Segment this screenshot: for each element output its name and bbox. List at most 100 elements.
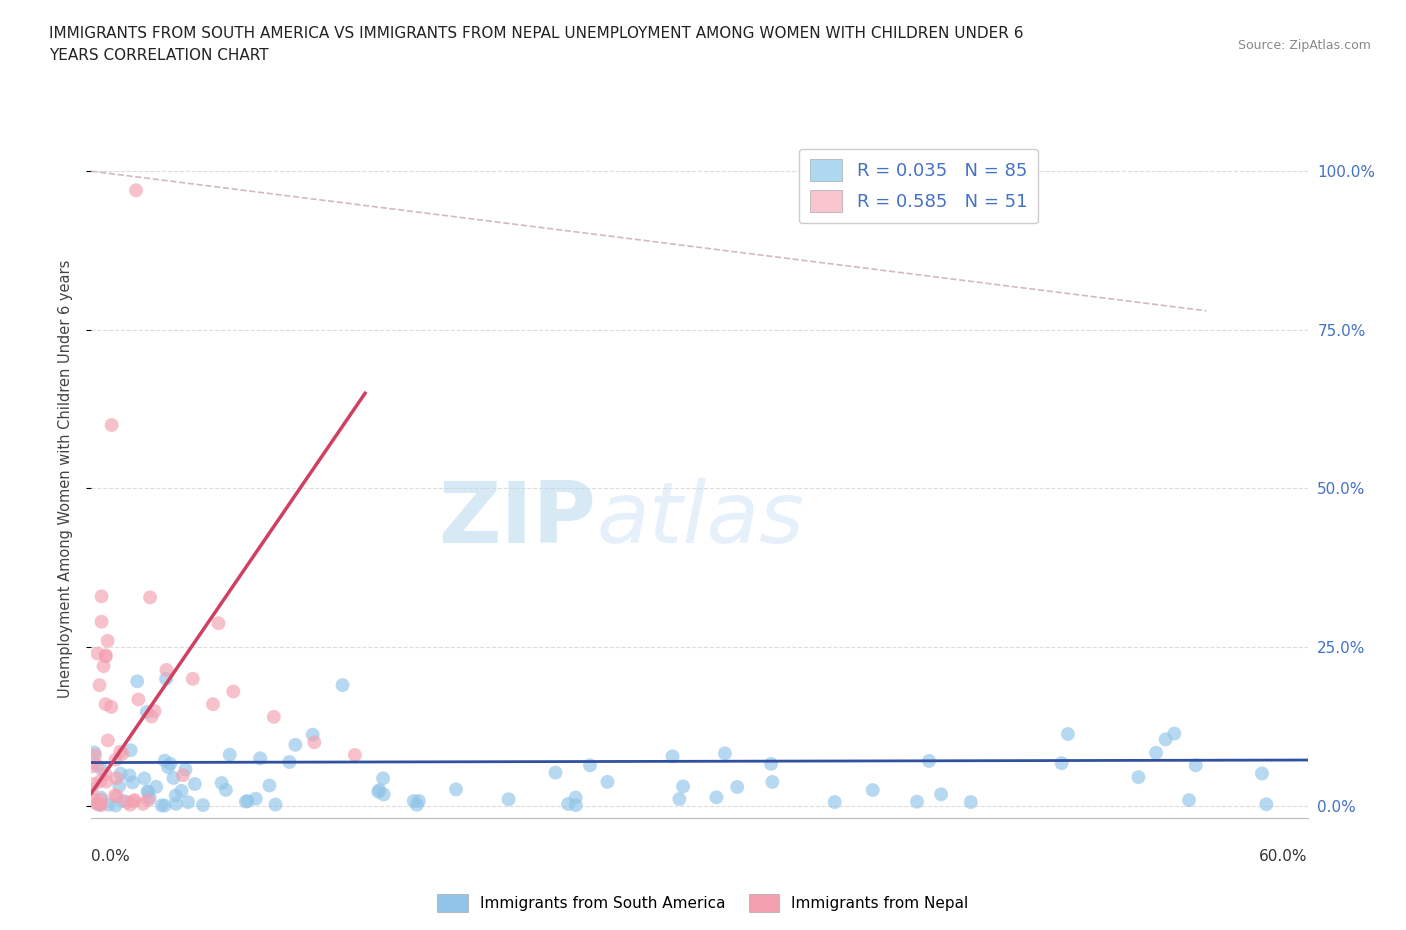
Point — [557, 797, 579, 812]
Point — [1178, 792, 1201, 807]
Point — [406, 797, 429, 812]
Point — [162, 771, 184, 786]
Point — [249, 751, 271, 765]
Point — [108, 778, 131, 793]
Point — [108, 744, 131, 759]
Point — [84, 796, 107, 811]
Point — [84, 748, 107, 763]
Point — [301, 727, 323, 742]
Point — [1184, 758, 1206, 773]
Point — [94, 697, 117, 711]
Point — [153, 798, 176, 813]
Point — [202, 697, 225, 711]
Point — [565, 798, 588, 813]
Point — [139, 590, 162, 604]
Y-axis label: Unemployment Among Women with Children Under 6 years: Unemployment Among Women with Children U… — [58, 259, 73, 698]
Point — [89, 797, 111, 812]
Point — [105, 771, 128, 786]
Point — [165, 788, 187, 803]
Point — [80, 759, 103, 774]
Point — [84, 792, 107, 807]
Point — [172, 767, 194, 782]
Point — [145, 779, 167, 794]
Point — [259, 778, 281, 793]
Point — [94, 648, 117, 663]
Point — [89, 678, 111, 693]
Point — [94, 649, 117, 664]
Point — [235, 794, 257, 809]
Point — [408, 793, 430, 808]
Point — [127, 692, 149, 707]
Point — [97, 633, 120, 648]
Point — [124, 792, 146, 807]
Point — [759, 756, 782, 771]
Point — [596, 775, 619, 790]
Point — [122, 794, 145, 809]
Text: 60.0%: 60.0% — [1260, 849, 1308, 864]
Point — [184, 777, 207, 791]
Point — [1251, 766, 1274, 781]
Point — [368, 783, 391, 798]
Point — [367, 784, 389, 799]
Point — [100, 418, 122, 432]
Point — [498, 791, 520, 806]
Point — [90, 790, 112, 805]
Text: Source: ZipAtlas.com: Source: ZipAtlas.com — [1237, 39, 1371, 52]
Text: 0.0%: 0.0% — [91, 849, 131, 864]
Point — [141, 709, 163, 724]
Point — [80, 782, 103, 797]
Point — [94, 766, 117, 781]
Point — [929, 787, 952, 802]
Point — [245, 791, 267, 806]
Point — [1050, 756, 1073, 771]
Point — [222, 684, 245, 699]
Point — [121, 775, 143, 790]
Point — [263, 710, 285, 724]
Point — [136, 784, 159, 799]
Point — [1154, 732, 1177, 747]
Point — [215, 782, 238, 797]
Point — [661, 749, 683, 764]
Point — [111, 746, 134, 761]
Point — [135, 705, 157, 720]
Point — [93, 658, 115, 673]
Point — [371, 771, 394, 786]
Point — [706, 790, 728, 804]
Point — [402, 793, 425, 808]
Point — [862, 783, 884, 798]
Point — [264, 797, 287, 812]
Point — [714, 746, 737, 761]
Point — [170, 783, 193, 798]
Point — [97, 797, 120, 812]
Point — [90, 798, 112, 813]
Point — [1057, 726, 1080, 741]
Point — [104, 788, 127, 803]
Point — [1128, 770, 1150, 785]
Point — [118, 768, 141, 783]
Point — [444, 782, 467, 797]
Text: ZIP: ZIP — [439, 478, 596, 561]
Point — [89, 774, 111, 789]
Point — [959, 794, 981, 809]
Point — [157, 760, 180, 775]
Point — [918, 753, 941, 768]
Point — [343, 748, 366, 763]
Point — [373, 787, 395, 802]
Text: YEARS CORRELATION CHART: YEARS CORRELATION CHART — [49, 48, 269, 63]
Point — [1256, 797, 1278, 812]
Point — [177, 795, 200, 810]
Point — [110, 766, 132, 781]
Point — [87, 797, 110, 812]
Point — [83, 777, 105, 791]
Point — [96, 774, 118, 789]
Point — [181, 671, 204, 686]
Point — [278, 754, 301, 769]
Point — [136, 784, 159, 799]
Point — [104, 798, 127, 813]
Point — [672, 779, 695, 794]
Legend: R = 0.035   N = 85, R = 0.585   N = 51: R = 0.035 N = 85, R = 0.585 N = 51 — [799, 149, 1038, 223]
Point — [132, 796, 155, 811]
Point — [191, 798, 214, 813]
Point — [564, 790, 586, 805]
Point — [127, 674, 149, 689]
